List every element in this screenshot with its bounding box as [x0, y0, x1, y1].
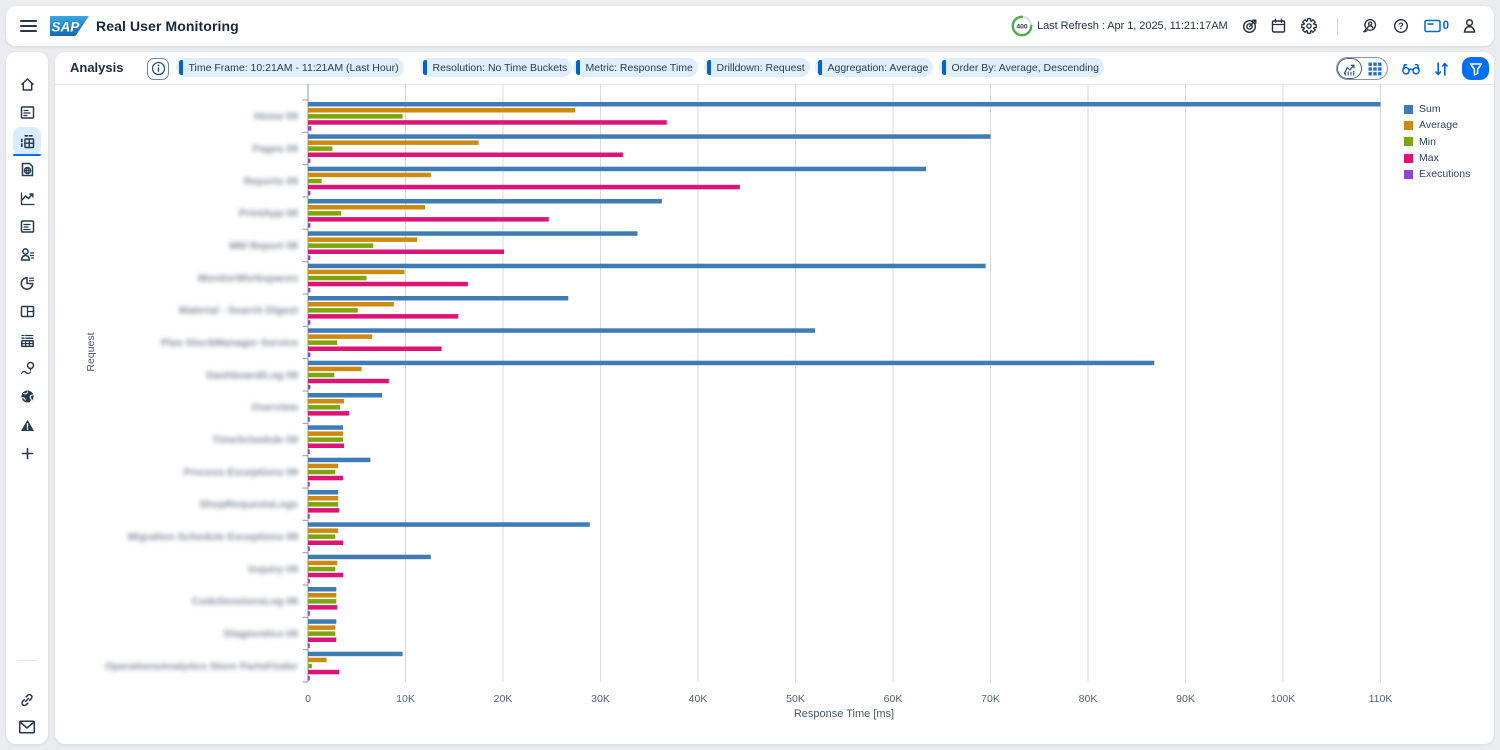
svg-text:400: 400 — [1016, 24, 1028, 31]
svg-text:?: ? — [1398, 21, 1404, 31]
svg-text:SAP: SAP — [52, 20, 81, 35]
